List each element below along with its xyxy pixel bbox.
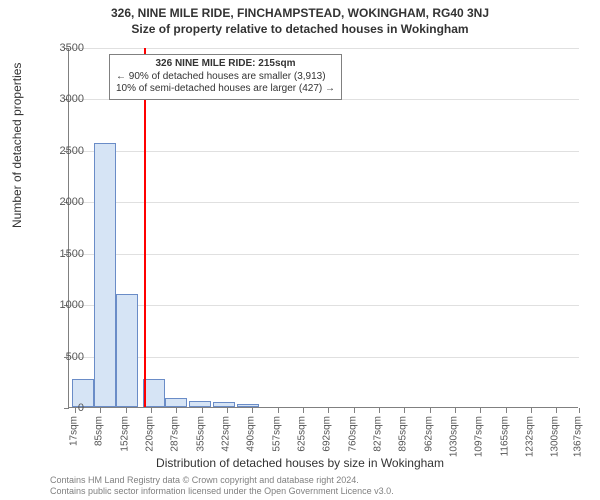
xtick-label: 827sqm bbox=[373, 416, 384, 452]
histogram-bar bbox=[189, 401, 211, 407]
xtick-label: 1367sqm bbox=[573, 416, 584, 457]
xtick-mark bbox=[430, 408, 431, 413]
xtick-label: 422sqm bbox=[221, 416, 232, 452]
xtick-mark bbox=[100, 408, 101, 413]
xtick-label: 692sqm bbox=[322, 416, 333, 452]
xtick-mark bbox=[579, 408, 580, 413]
xtick-label: 760sqm bbox=[348, 416, 359, 452]
reference-line bbox=[144, 48, 146, 407]
footer-line-1: Contains HM Land Registry data © Crown c… bbox=[50, 475, 394, 485]
xtick-label: 1232sqm bbox=[525, 416, 536, 457]
xtick-label: 355sqm bbox=[196, 416, 207, 452]
histogram-bar bbox=[143, 379, 165, 407]
histogram-bar bbox=[213, 402, 235, 407]
y-axis-label: Number of detached properties bbox=[10, 63, 24, 228]
xtick-label: 85sqm bbox=[94, 416, 105, 446]
xtick-label: 895sqm bbox=[398, 416, 409, 452]
xtick-mark bbox=[556, 408, 557, 413]
xtick-label: 220sqm bbox=[145, 416, 156, 452]
xtick-mark bbox=[328, 408, 329, 413]
xtick-mark bbox=[252, 408, 253, 413]
ytick-label: 500 bbox=[44, 351, 84, 363]
xtick-label: 1097sqm bbox=[474, 416, 485, 457]
chart-area: 326 NINE MILE RIDE: 215sqm ← 90% of deta… bbox=[68, 48, 578, 408]
histogram-bar bbox=[116, 294, 138, 407]
histogram-bar bbox=[237, 404, 259, 407]
footer: Contains HM Land Registry data © Crown c… bbox=[50, 475, 394, 496]
histogram-bar bbox=[165, 398, 187, 407]
ytick-label: 3500 bbox=[44, 42, 84, 54]
info-line-2: ← 90% of detached houses are smaller (3,… bbox=[116, 71, 335, 84]
ytick-label: 1500 bbox=[44, 248, 84, 260]
info-line-3: 10% of semi-detached houses are larger (… bbox=[116, 83, 335, 96]
page-title: 326, NINE MILE RIDE, FINCHAMPSTEAD, WOKI… bbox=[0, 0, 600, 20]
xtick-mark bbox=[480, 408, 481, 413]
xtick-mark bbox=[202, 408, 203, 413]
plot-region: 326 NINE MILE RIDE: 215sqm ← 90% of deta… bbox=[68, 48, 578, 408]
xtick-mark bbox=[455, 408, 456, 413]
xtick-mark bbox=[278, 408, 279, 413]
x-axis-label: Distribution of detached houses by size … bbox=[0, 456, 600, 470]
xtick-mark bbox=[227, 408, 228, 413]
xtick-mark bbox=[126, 408, 127, 413]
xtick-label: 1165sqm bbox=[500, 416, 511, 456]
xtick-mark bbox=[379, 408, 380, 413]
xtick-mark bbox=[303, 408, 304, 413]
ytick-label: 3000 bbox=[44, 93, 84, 105]
xtick-mark bbox=[354, 408, 355, 413]
chart-subtitle: Size of property relative to detached ho… bbox=[0, 20, 600, 36]
xtick-label: 1030sqm bbox=[449, 416, 460, 457]
xtick-mark bbox=[404, 408, 405, 413]
xtick-label: 625sqm bbox=[297, 416, 308, 452]
info-box: 326 NINE MILE RIDE: 215sqm ← 90% of deta… bbox=[109, 54, 342, 100]
xtick-label: 1300sqm bbox=[550, 416, 561, 457]
xtick-mark bbox=[506, 408, 507, 413]
info-line-1: 326 NINE MILE RIDE: 215sqm bbox=[116, 58, 335, 71]
ytick-label: 2000 bbox=[44, 196, 84, 208]
xtick-label: 287sqm bbox=[170, 416, 181, 452]
ytick-label: 2500 bbox=[44, 145, 84, 157]
xtick-label: 490sqm bbox=[246, 416, 257, 452]
xtick-label: 557sqm bbox=[272, 416, 283, 452]
ytick-label: 0 bbox=[44, 402, 84, 414]
xtick-label: 962sqm bbox=[424, 416, 435, 452]
ytick-label: 1000 bbox=[44, 299, 84, 311]
xtick-label: 152sqm bbox=[120, 416, 131, 452]
xtick-label: 17sqm bbox=[69, 416, 80, 446]
footer-line-2: Contains public sector information licen… bbox=[50, 486, 394, 496]
xtick-mark bbox=[151, 408, 152, 413]
histogram-bar bbox=[94, 143, 116, 407]
xtick-mark bbox=[531, 408, 532, 413]
xtick-mark bbox=[176, 408, 177, 413]
